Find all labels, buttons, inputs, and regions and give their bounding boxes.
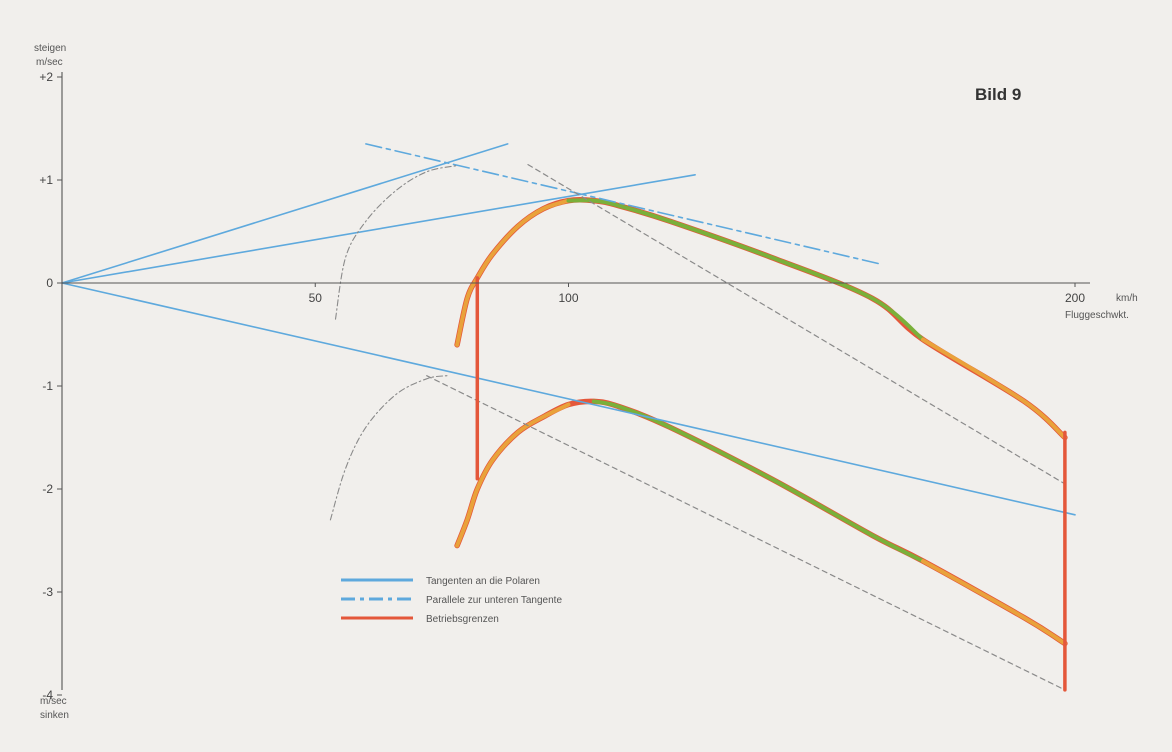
x-axis-unit-label: km/h (1116, 293, 1138, 304)
tangent-lower-line (61, 282, 1076, 516)
upper-polar-segment-orange-0 (455, 198, 571, 347)
figure-label: Bild 9 (975, 85, 1021, 104)
dotted-curve-lower-line (329, 375, 448, 521)
lower-polar-segment-orange-2 (921, 559, 1067, 646)
lower-polar-segment-green-1 (591, 399, 925, 564)
legend-parallel-label: Parallele zur unteren Tangente (426, 595, 562, 606)
legend-tangent-label: Tangenten an die Polaren (426, 576, 540, 587)
x-tick-label: 100 (558, 291, 578, 305)
x-tick-label: 200 (1065, 291, 1085, 305)
tangent-upper-steep-line (61, 143, 509, 284)
y-tick-label: -4 (42, 688, 53, 702)
upper-polar-segment-orange-2 (921, 337, 1067, 440)
y-tick-label: +2 (39, 70, 53, 84)
y-tick-label: -1 (42, 379, 53, 393)
dotted-curve-upper-line (334, 165, 458, 320)
curves-layer (61, 143, 1076, 692)
y-tick-label: -3 (42, 585, 53, 599)
dashed-upper-line (527, 164, 1066, 485)
axes-layer (61, 72, 1090, 690)
legend-limits-label: Betriebsgrenzen (426, 614, 499, 625)
y-axis-bottom-label-2: sinken (40, 710, 69, 721)
y-tick-label: +1 (39, 173, 53, 187)
y-tick-label: -2 (42, 482, 53, 496)
ticks-layer: +2 +1 0 -1 -2 -3 -4 50 100 200 (39, 70, 1085, 702)
tangent-upper-shallow-line (61, 174, 696, 284)
y-axis-top-label-1: steigen (34, 43, 66, 54)
y-axis-top-label-2: m/sec (36, 57, 63, 68)
x-axis-name-label: Fluggeschwkt. (1065, 310, 1129, 321)
x-tick-label: 50 (309, 291, 323, 305)
parallel-lower-tangent-line (365, 143, 884, 266)
y-axis-bottom-label-1: m/sec (40, 696, 67, 707)
dashed-lower-line (426, 375, 1066, 691)
lower-polar-limit-outline (454, 398, 1068, 647)
y-tick-label: 0 (46, 276, 53, 290)
lower-polar-segment-orange-0 (455, 402, 571, 548)
legend: Tangenten an die Polaren Parallele zur u… (341, 576, 562, 625)
upper-polar-segment-green-1 (566, 198, 925, 342)
